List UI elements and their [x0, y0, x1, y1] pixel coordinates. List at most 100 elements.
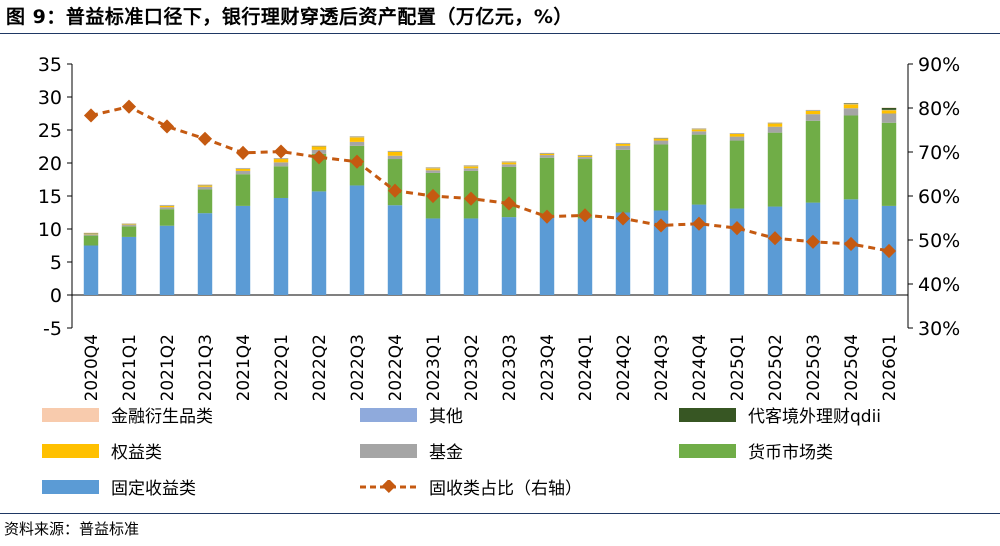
bar-segment: [843, 115, 859, 200]
right-axis-tick-label: 60%: [918, 186, 960, 208]
bar-segment: [881, 113, 897, 123]
bar-segment: [539, 153, 555, 156]
left-axis-tick-label: 35: [38, 54, 62, 76]
bar-segment: [767, 206, 783, 295]
bar-segment: [615, 149, 631, 213]
bar-segment: [349, 185, 365, 295]
fixed-income-share-point: [615, 211, 631, 226]
x-axis-tick-label: 2022Q3: [348, 334, 368, 400]
legend-swatch-equity: [42, 443, 99, 458]
bar-segment: [121, 224, 137, 226]
chart-legend: 金融衍生品类 其他 代客境外理财qdii 权益类 基金 货币市场类 固定收益类 …: [0, 400, 1000, 510]
right-axis-tick-label: 30%: [918, 318, 960, 340]
legend-swatch-derivatives: [42, 407, 99, 422]
bar-segment: [425, 170, 441, 173]
legend-label-money-market: 货币市场类: [748, 443, 833, 463]
bar-segment: [767, 132, 783, 207]
x-axis-tick-label: 2021Q4: [234, 334, 254, 400]
x-axis-tick-label: 2024Q4: [690, 334, 710, 400]
left-axis-tick-label: 25: [38, 120, 62, 142]
legend-item-derivatives: 金融衍生品类: [42, 402, 213, 427]
bar-segment: [273, 197, 289, 295]
bar-segment: [387, 205, 403, 295]
bar-segment: [235, 168, 251, 171]
bar-segment: [235, 174, 251, 206]
right-axis-tick-label: 40%: [918, 274, 960, 296]
bar-segment: [197, 189, 213, 214]
bar-segment: [691, 129, 707, 132]
x-axis-tick-label: 2024Q3: [652, 334, 672, 400]
bar-segment: [767, 126, 783, 133]
x-axis-tick-label: 2024Q1: [576, 334, 596, 400]
legend-swatch-fixed-income: [42, 479, 99, 494]
x-axis-tick-label: 2023Q2: [462, 334, 482, 400]
bar-segment: [653, 138, 669, 141]
bar-segment: [159, 225, 175, 295]
legend-label-equity: 权益类: [111, 443, 162, 463]
x-axis-tick-label: 2022Q2: [310, 334, 330, 400]
bar-segment: [349, 137, 365, 142]
bar-segment: [387, 155, 403, 160]
legend-label-qdii: 代客境外理财qdii: [748, 407, 882, 427]
legend-item-equity: 权益类: [42, 438, 162, 463]
fixed-income-share-point: [349, 154, 365, 169]
bar-segment: [729, 136, 745, 141]
fixed-income-share-point: [273, 144, 289, 159]
x-axis-tick-label: 2023Q4: [538, 334, 558, 400]
bar-segment: [615, 145, 631, 150]
bar-segment: [463, 218, 479, 295]
bar-segment: [501, 217, 517, 295]
right-axis-tick-label: 90%: [918, 54, 960, 76]
bar-segment: [197, 185, 213, 187]
fixed-income-share-point: [729, 221, 745, 236]
bar-segment: [197, 186, 213, 190]
x-axis-tick-label: 2022Q1: [272, 334, 292, 400]
bar-segment: [577, 159, 593, 219]
bar-segment: [881, 107, 897, 110]
fixed-income-share-point: [159, 119, 175, 134]
bar-segment: [159, 205, 175, 208]
fixed-income-share-point: [235, 145, 251, 160]
bar-segment: [235, 205, 251, 295]
legend-label-fixed-income-share: 固收类占比（右轴）: [429, 479, 582, 499]
bar-segment: [121, 226, 137, 237]
bar-segment: [615, 143, 631, 146]
fixed-income-share-point: [843, 236, 859, 252]
bar-segment: [311, 191, 327, 295]
bar-segment: [653, 144, 669, 211]
bar-segment: [881, 110, 897, 114]
bar-segment: [273, 159, 289, 163]
legend-label-fixed-income: 固定收益类: [111, 479, 196, 499]
left-axis-tick-label: -5: [43, 318, 62, 340]
fixed-income-share-point: [539, 209, 555, 224]
bar-segment: [577, 218, 593, 295]
x-axis-tick-label: 2021Q1: [120, 334, 140, 400]
bar-segment: [805, 114, 821, 121]
left-axis-tick-label: 5: [50, 252, 62, 274]
bar-segment: [387, 159, 403, 206]
bar-segment: [311, 153, 327, 192]
bar-segment: [425, 218, 441, 295]
fixed-income-share-point: [691, 216, 707, 231]
figure-title: 图 9：普益标准口径下，银行理财穿透后资产配置（万亿元，%）: [6, 6, 573, 28]
bar-segment: [273, 162, 289, 167]
bar-segment: [805, 110, 821, 115]
bar-segment: [539, 155, 555, 158]
bar-segment: [159, 209, 175, 226]
bar-segment: [197, 213, 213, 295]
x-axis-tick-label: 2022Q4: [386, 334, 406, 400]
legend-swatch-fund: [360, 443, 417, 458]
legend-label-other: 其他: [429, 407, 463, 427]
left-axis-tick-label: 15: [38, 186, 62, 208]
legend-item-money-market: 货币市场类: [679, 438, 833, 463]
fixed-income-share-point: [387, 183, 403, 198]
left-axis-tick-label: 30: [38, 87, 62, 109]
fixed-income-share-point: [767, 231, 783, 246]
bar-segment: [843, 108, 859, 116]
bar-segment: [881, 122, 897, 206]
legend-label-derivatives: 金融衍生品类: [111, 407, 213, 427]
bar-segment: [767, 123, 783, 127]
x-axis-tick-label: 2026Q1: [880, 334, 900, 400]
x-axis-tick-label: 2023Q3: [500, 334, 520, 400]
bar-segment: [83, 245, 99, 295]
